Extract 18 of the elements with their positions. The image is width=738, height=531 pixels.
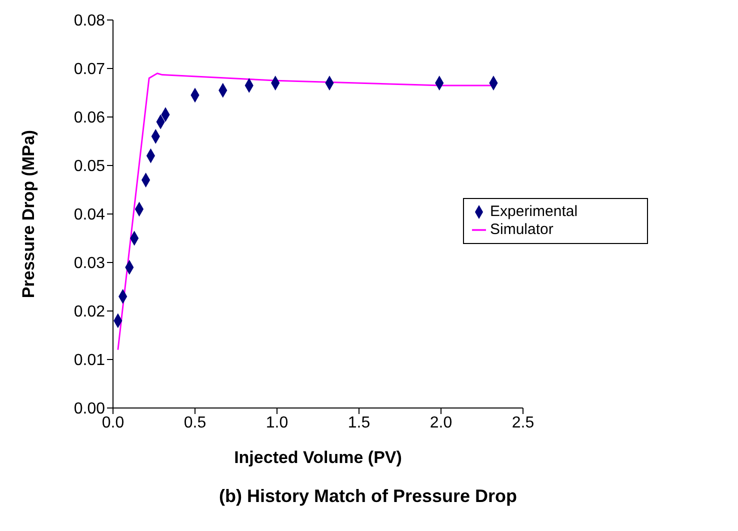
x-axis-title: Injected Volume (PV): [234, 448, 402, 467]
legend-label: Simulator: [490, 221, 554, 238]
y-tick-label: 0.05: [74, 158, 106, 176]
x-tick-label: 1.5: [348, 414, 370, 432]
y-axis-title: Pressure Drop (MPa): [19, 130, 38, 298]
y-tick-label: 0.07: [74, 61, 106, 78]
y-tick-label: 0.03: [74, 255, 106, 272]
x-tick-label: 2.5: [512, 414, 534, 432]
x-tick-label: 2.0: [430, 414, 452, 432]
y-tick-label: 0.04: [74, 206, 106, 224]
y-tick-label: 0.02: [74, 304, 106, 321]
legend-label: Experimental: [490, 203, 578, 220]
y-tick-label: 0.06: [74, 110, 106, 127]
text: (b) History Match of Pressure Drop: [218, 486, 518, 507]
x-tick-label: 0.5: [184, 414, 206, 432]
y-tick-label: 0.08: [74, 12, 106, 30]
x-tick-label: 1.0: [266, 414, 288, 432]
y-tick-label: 0.01: [74, 352, 106, 370]
